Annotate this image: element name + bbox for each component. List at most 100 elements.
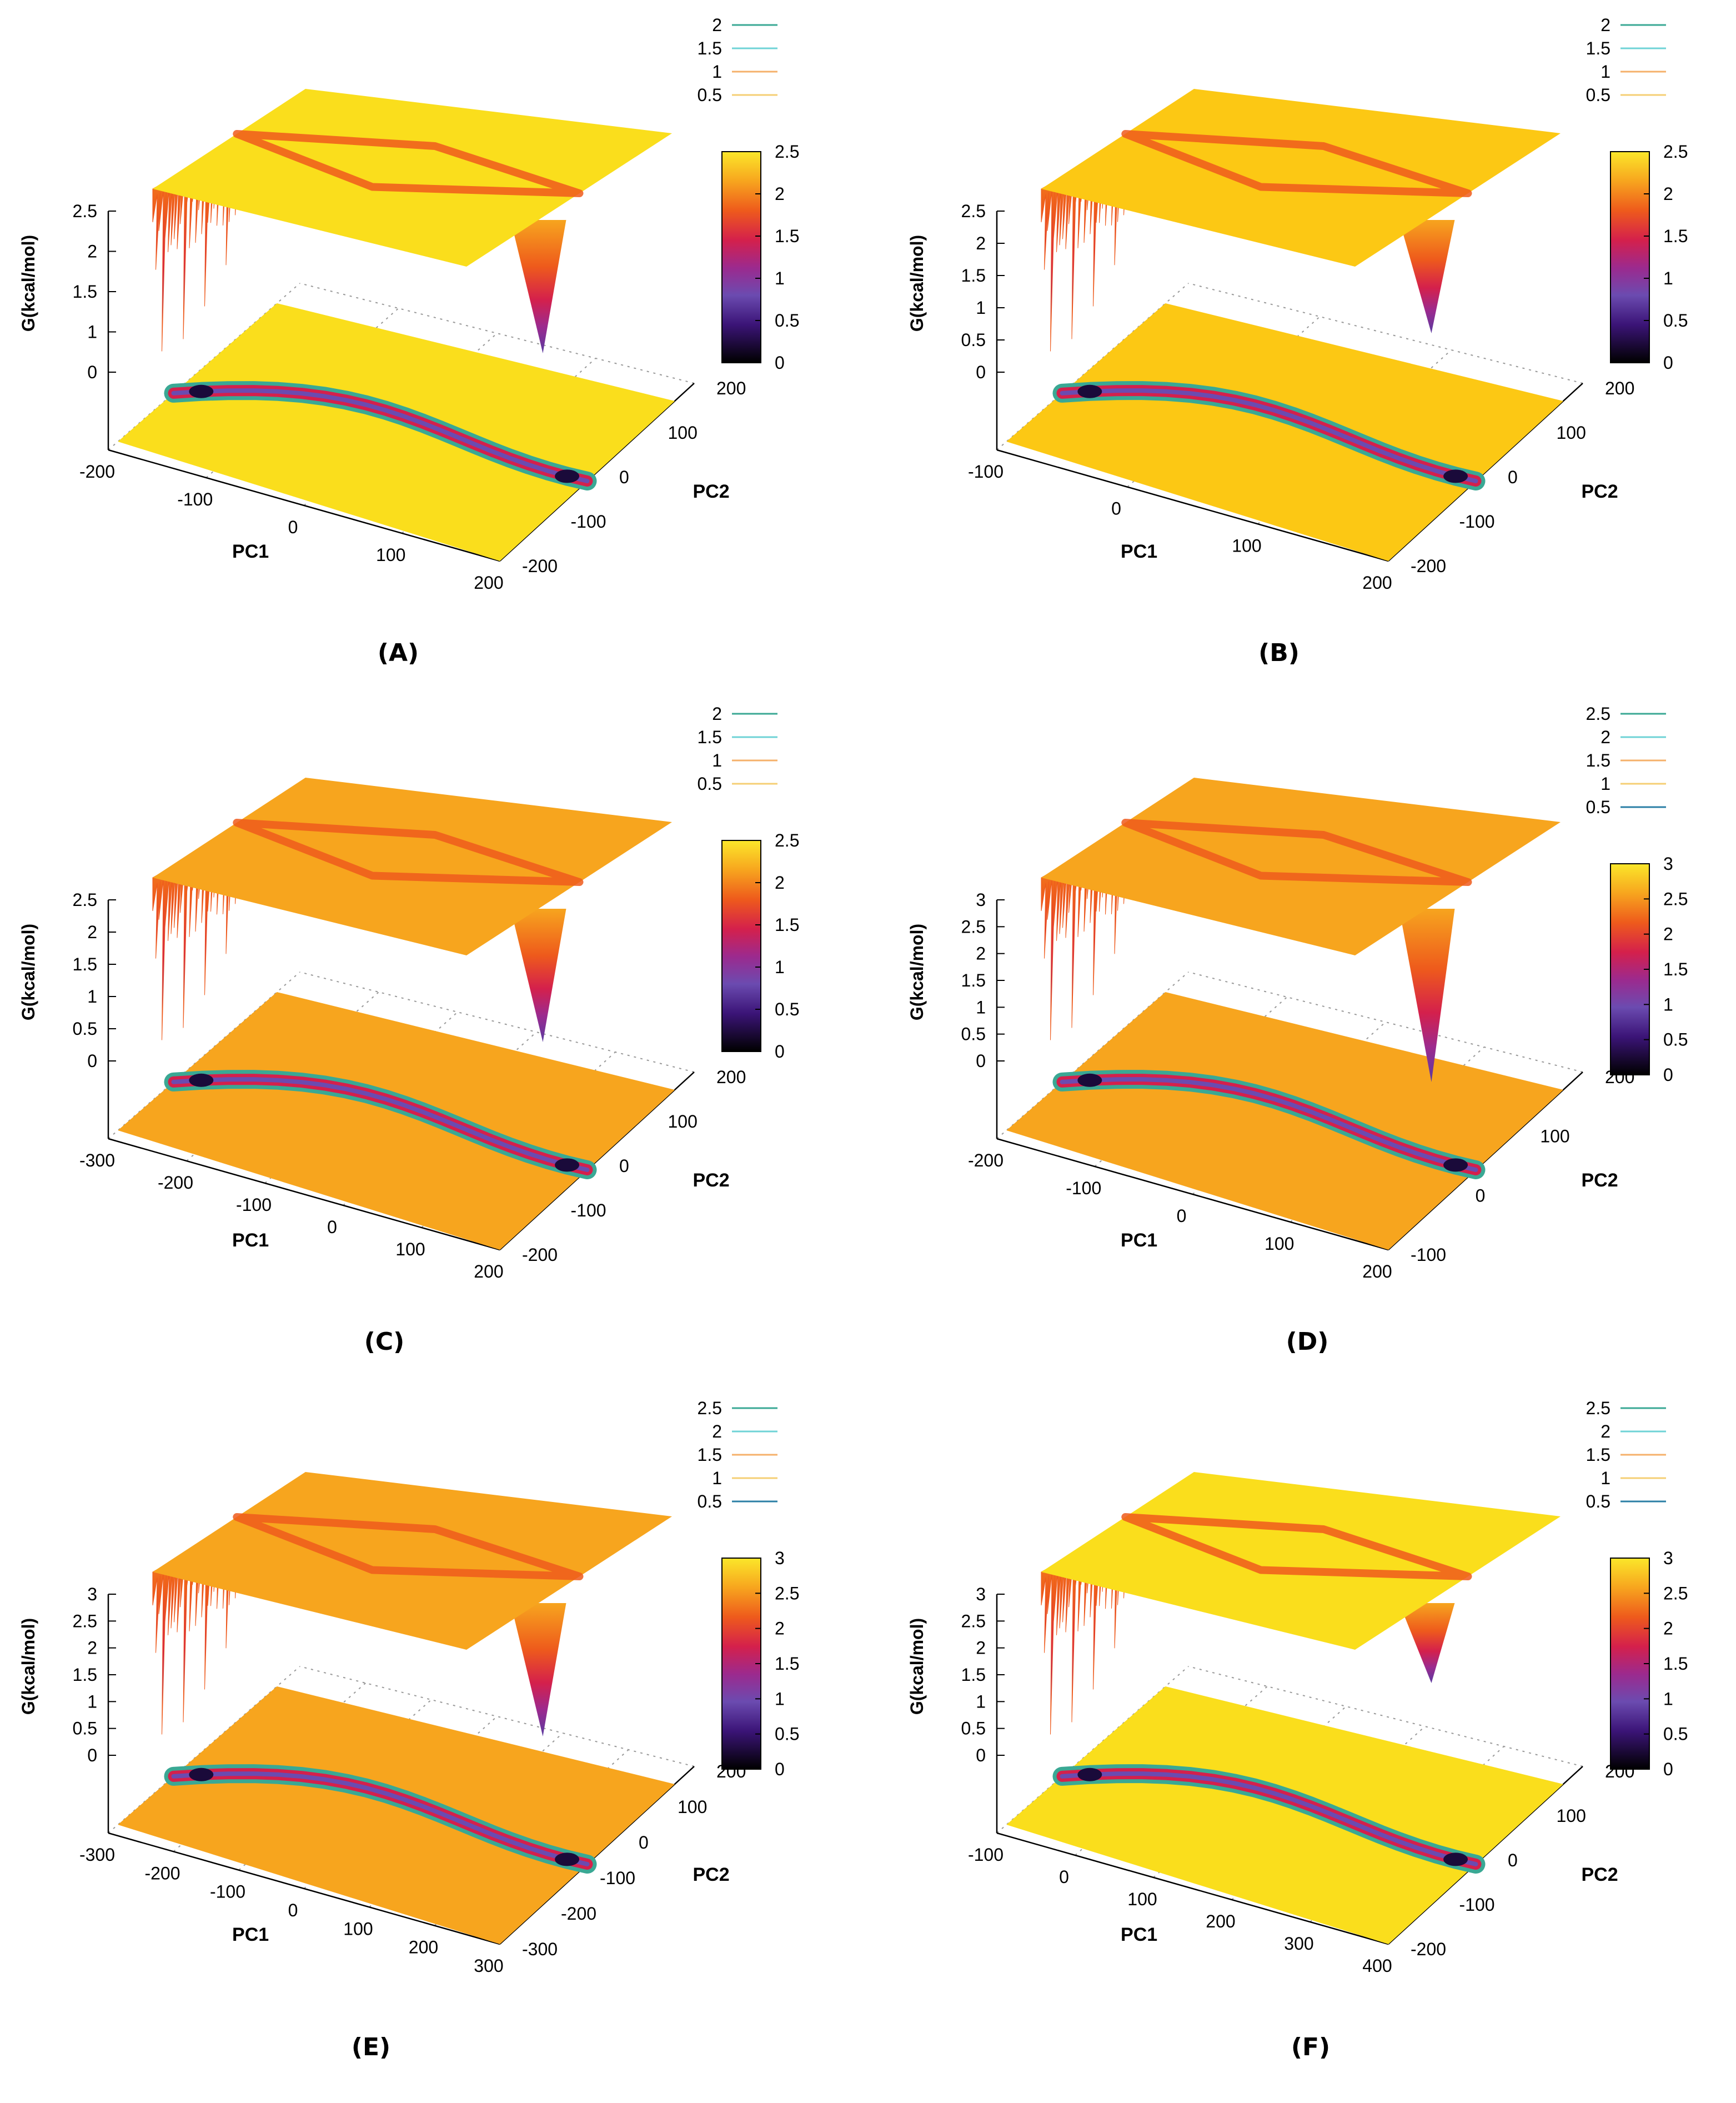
y-tick-label: 100 <box>668 423 698 443</box>
y-axis-label: PC2 <box>693 1864 730 1885</box>
colorbar-tick-label: 0 <box>775 353 785 373</box>
colorbar-tick-label: 2 <box>775 184 785 204</box>
axis-pc1 <box>108 1832 500 1945</box>
y-tick-label: 0 <box>1508 1850 1518 1870</box>
z-tick-label: 2.5 <box>961 1611 986 1631</box>
y-tick-label: 0 <box>639 1832 649 1852</box>
colorbar-tick-label: 2 <box>1663 924 1673 944</box>
minimum-marker <box>189 384 214 398</box>
surface-ridge <box>1121 130 1472 197</box>
colorbar-tick-label: 2.5 <box>1663 142 1688 162</box>
grid-line-y <box>1188 283 1583 384</box>
x-tick-label: 0 <box>327 1217 337 1237</box>
panel-3: 00.511.522.53G(kcal/mol)-200-1000100200P… <box>907 704 1688 1281</box>
z-tick-label: 1.5 <box>961 1665 986 1685</box>
contour-legend-label: 1 <box>1600 1468 1610 1488</box>
y-axis-label: PC2 <box>693 1170 730 1191</box>
z-axis-label: G(kcal/mol) <box>18 1618 38 1715</box>
panel-label: (D) <box>1286 1328 1329 1356</box>
x-tick-label: 200 <box>1362 573 1392 593</box>
x-tick-label: -100 <box>968 1845 1004 1865</box>
x-tick-label: 300 <box>1284 1934 1313 1954</box>
colorbar-tick-label: 0 <box>1663 1759 1673 1779</box>
x-tick-label: 200 <box>474 573 503 593</box>
contour-legend-label: 1.5 <box>1586 38 1610 58</box>
colorbar-tick-label: 0.5 <box>1663 1724 1688 1744</box>
colorbar <box>1610 151 1650 363</box>
colorbar <box>721 151 761 363</box>
axis-pc1 <box>996 1138 1389 1251</box>
z-tick-label: 0 <box>87 1745 97 1765</box>
colorbar-tick-label: 0.5 <box>775 999 799 1019</box>
surface-ridge <box>1121 819 1472 886</box>
surface-plateau <box>153 89 672 267</box>
y-tick-label: 100 <box>1557 423 1586 443</box>
panel-label: (B) <box>1258 639 1300 667</box>
z-tick-label: 0.5 <box>73 1719 97 1739</box>
z-tick-label: 2.5 <box>961 201 986 221</box>
contour-legend-label: 2.5 <box>1586 704 1610 724</box>
contour-band-inner <box>171 1077 590 1172</box>
x-axis-label: PC1 <box>232 1924 269 1945</box>
colorbar-tick-label: 1 <box>1663 268 1673 288</box>
minimum-marker <box>1077 1767 1102 1781</box>
surface-ridge <box>1121 1513 1472 1580</box>
grid-line-x <box>108 1666 300 1834</box>
surface-plateau <box>1041 89 1561 267</box>
axis-pc1 <box>108 1138 500 1251</box>
panel-1: 00.511.522.5G(kcal/mol)-1000100200PC1-20… <box>907 15 1688 593</box>
contour-legend-label: 1 <box>712 1468 722 1488</box>
y-axis-label: PC2 <box>1582 1864 1618 1885</box>
contour-legend-label: 1 <box>1600 62 1610 82</box>
x-tick-label: -200 <box>158 1173 193 1193</box>
z-tick-label: 2.5 <box>73 890 97 910</box>
z-tick-label: 2 <box>976 233 986 253</box>
y-tick-label: -100 <box>1459 1895 1495 1915</box>
panel-5: 00.511.522.53G(kcal/mol)-100010020030040… <box>907 1398 1688 1976</box>
z-tick-label: 2 <box>976 1638 986 1658</box>
z-tick-label: 1.5 <box>73 954 97 974</box>
colorbar <box>721 1558 761 1770</box>
y-tick-label: -100 <box>571 1200 606 1220</box>
x-tick-label: -100 <box>1066 1178 1101 1198</box>
contour-legend-label: 1 <box>1600 774 1610 794</box>
colorbar-tick-label: 2 <box>1663 1619 1673 1639</box>
surface-ridge <box>233 130 584 197</box>
y-tick-label: -200 <box>1411 556 1446 576</box>
colorbar-tick-label: 0.5 <box>1663 311 1688 331</box>
y-axis-label: PC2 <box>693 481 730 502</box>
minimum-marker <box>1077 384 1102 398</box>
x-axis-label: PC1 <box>1121 1924 1157 1945</box>
minimum-marker <box>555 1158 580 1172</box>
x-tick-label: 0 <box>1059 1867 1069 1887</box>
y-tick-label: 200 <box>716 1067 746 1087</box>
z-tick-label: 1.5 <box>73 282 97 302</box>
x-tick-label: 300 <box>474 1956 503 1976</box>
panel-label: (C) <box>364 1328 405 1356</box>
x-axis-label: PC1 <box>232 1230 269 1251</box>
y-tick-label: -100 <box>1459 512 1495 532</box>
colorbar-tick-label: 2.5 <box>775 1583 799 1603</box>
minimum-marker <box>555 469 580 483</box>
axis-pc1 <box>108 449 500 562</box>
contour-legend-label: 2 <box>1600 15 1610 35</box>
z-tick-label: 3 <box>976 890 986 910</box>
x-axis-label: PC1 <box>1121 1230 1157 1251</box>
colorbar-tick-label: 3 <box>775 1548 785 1568</box>
x-tick-label: -100 <box>177 489 213 509</box>
grid-line-y <box>299 1666 695 1767</box>
contour-legend-label: 1.5 <box>698 727 722 747</box>
contour-band-inner <box>1060 388 1478 483</box>
colorbar-tick-label: 1.5 <box>1663 1654 1688 1674</box>
colorbar-tick-label: 1 <box>775 268 785 288</box>
z-axis-label: G(kcal/mol) <box>18 924 38 1020</box>
surface-well <box>1399 220 1455 333</box>
y-tick-label: 0 <box>619 467 629 487</box>
y-tick-label: 100 <box>668 1111 698 1131</box>
surface-well <box>510 220 566 353</box>
contour-map <box>118 1686 675 1944</box>
panel-0: 011.522.5G(kcal/mol)-200-1000100200PC1-2… <box>18 15 799 593</box>
colorbar-tick-label: 1.5 <box>775 915 799 935</box>
x-axis-label: PC1 <box>1121 541 1157 562</box>
colorbar-tick-label: 1 <box>775 957 785 977</box>
